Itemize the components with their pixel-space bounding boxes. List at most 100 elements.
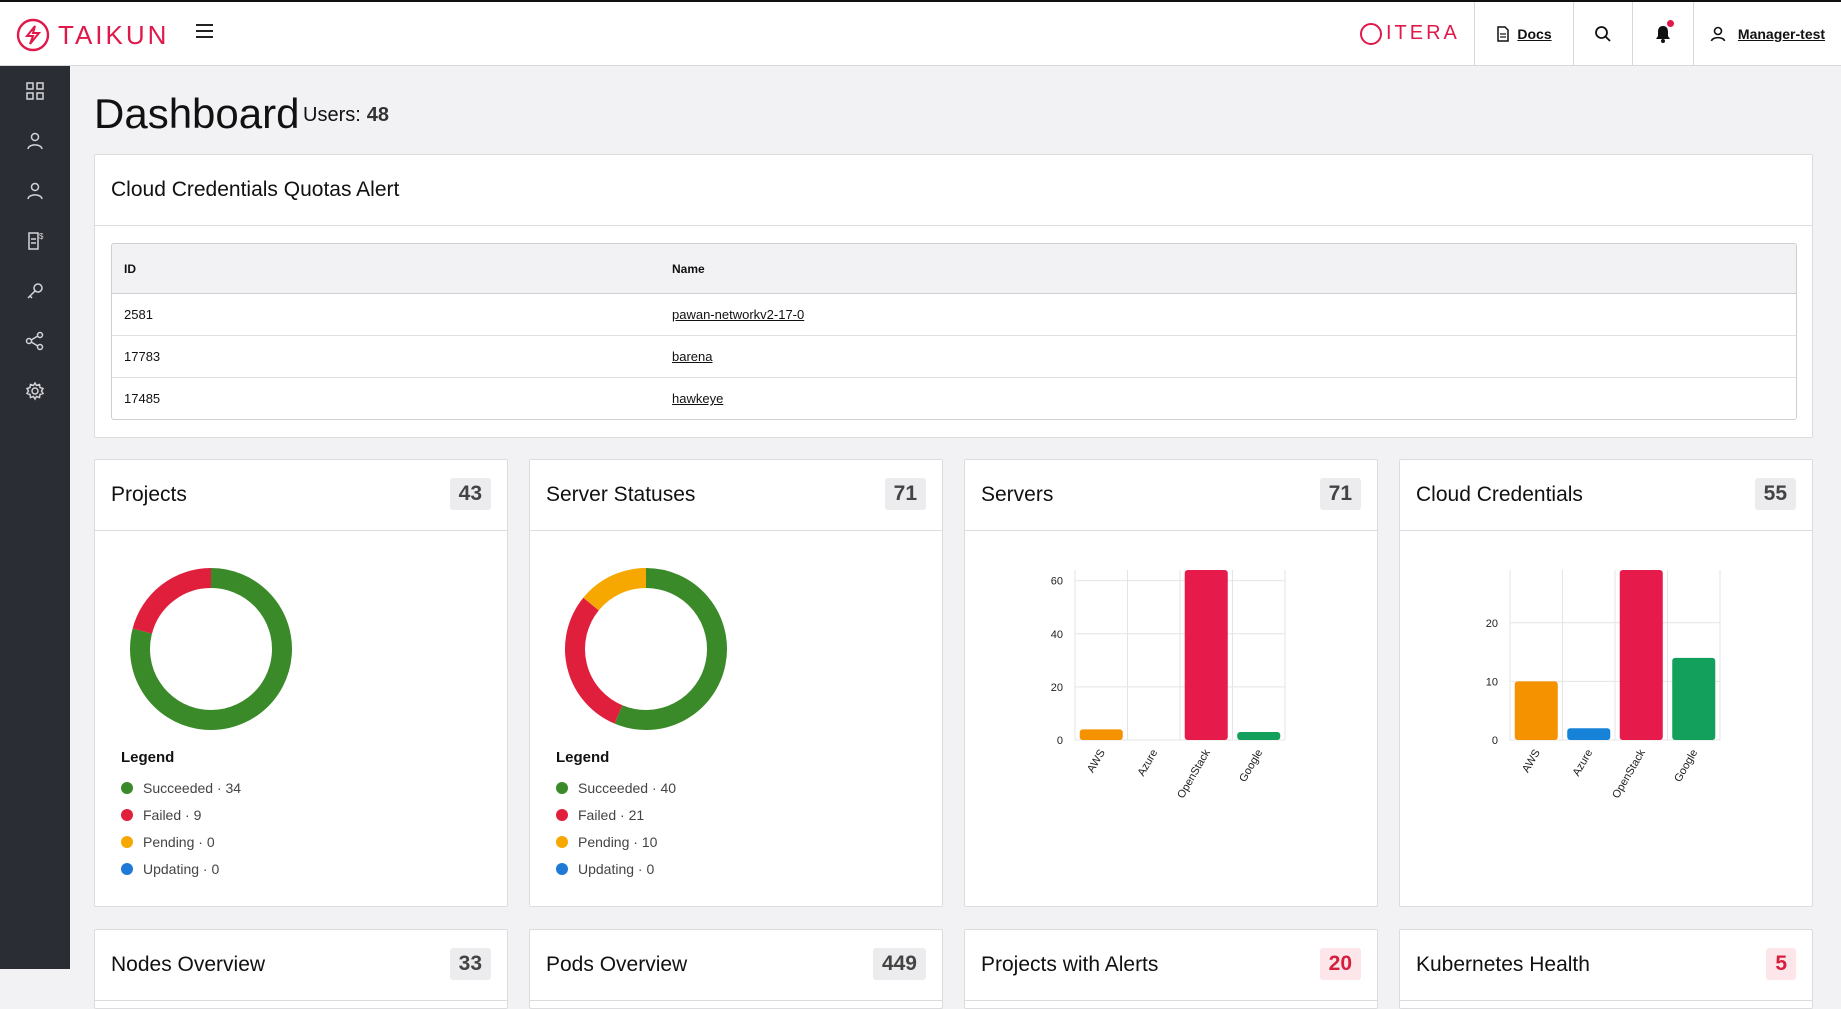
servers-bar-chart: 0 20 40 60 AWS Azure OpenStack Google (1051, 570, 1286, 801)
card-header: Cloud Credentials 55 (1400, 460, 1812, 531)
bar-azure[interactable] (1567, 728, 1611, 740)
sidebar-item-keys[interactable] (24, 280, 46, 302)
table-header-row: ID Name (112, 244, 1796, 294)
donut-slice-failed[interactable] (132, 568, 212, 634)
legend-item-pending[interactable]: Pending · 10 (556, 834, 657, 850)
donut-slice-failed[interactable] (565, 597, 623, 724)
cell-id: 2581 (112, 293, 660, 336)
bar-google[interactable] (1672, 657, 1716, 740)
column-header-id[interactable]: ID (112, 244, 660, 294)
donut-slice-succeeded[interactable] (130, 568, 292, 730)
legend-label: Failed · 21 (578, 807, 645, 823)
legend-dot (121, 809, 133, 821)
bar-openstack[interactable] (1619, 570, 1663, 740)
legend-item-pending[interactable]: Pending · 0 (121, 834, 215, 850)
bar-google[interactable] (1237, 732, 1281, 740)
legend-label: Failed · 9 (143, 807, 202, 823)
credential-link[interactable]: pawan-networkv2-17-0 (672, 307, 805, 322)
card-title: Nodes Overview (111, 953, 266, 976)
user-menu[interactable]: Manager-test (1693, 2, 1841, 66)
count-badge: 71 (884, 478, 926, 510)
sidebar-item-dashboard[interactable] (24, 80, 46, 102)
legend-item-updating[interactable]: Updating · 0 (121, 861, 219, 877)
x-tick-label: Azure (1136, 748, 1161, 779)
y-tick-label: 40 (1051, 629, 1063, 641)
y-tick-label: 20 (1051, 682, 1063, 694)
credential-link[interactable]: hawkeye (672, 391, 724, 406)
user-icon (27, 132, 43, 150)
bar-aws[interactable] (1514, 681, 1558, 740)
bell-icon (1656, 26, 1670, 43)
sidebar-item-billing[interactable]: $ (24, 230, 46, 252)
y-tick-label: 0 (1492, 735, 1498, 747)
search-button[interactable] (1573, 2, 1632, 66)
card-header: Cloud Credentials Quotas Alert (95, 155, 1812, 226)
card-title: Projects with Alerts (981, 953, 1159, 976)
svg-text:$: $ (39, 232, 44, 241)
card-title: Servers (981, 483, 1054, 506)
key-icon (27, 283, 43, 299)
itera-logo: ITERA (1360, 22, 1460, 45)
server-statuses-donut-chart (565, 568, 727, 730)
cell-id: 17485 (124, 391, 161, 406)
donut-slice-pending[interactable] (583, 568, 647, 611)
user-name[interactable]: Manager-test (1737, 26, 1826, 42)
servers-card: Servers 71 0 20 40 60 AWS Azure OpenStack Googl… (964, 459, 1378, 907)
legend-item-failed[interactable]: Failed · 9 (121, 807, 201, 823)
sidebar-item-settings[interactable] (24, 380, 46, 402)
sidebar-item-accounts[interactable] (24, 180, 46, 202)
legend-label: Updating · 0 (578, 861, 655, 877)
kubernetes-health-card: Kubernetes Health 5 (1399, 929, 1813, 1009)
y-tick-label: 10 (1486, 676, 1498, 688)
gear-icon (25, 381, 45, 401)
card-title: Pods Overview (546, 953, 688, 976)
taikun-logo[interactable]: TAIKUN (16, 18, 169, 52)
column-header-name[interactable]: Name (660, 244, 1796, 294)
count-badge: 449 (872, 948, 926, 980)
users-label: Users: (303, 104, 361, 126)
card-title: Projects (111, 483, 187, 506)
server-statuses-card: Server Statuses 71 Legend Succeeded · 40… (529, 459, 943, 907)
nodes-overview-card: Nodes Overview 33 (94, 929, 508, 1009)
legend-label: Succeeded · 40 (578, 780, 677, 796)
x-tick-label: Azure (1571, 748, 1596, 779)
x-tick-label: Google (1672, 748, 1700, 785)
user-icon (1710, 26, 1726, 42)
menu-toggle-icon[interactable] (196, 24, 213, 42)
alerts-table: ID Name 2581 pawan-networkv2-17-0 17783 … (112, 244, 1796, 419)
sidebar-item-share[interactable] (24, 330, 46, 352)
legend-title: Legend (556, 749, 610, 766)
docs-link[interactable]: Docs (1474, 2, 1573, 66)
count-badge: 43 (449, 478, 491, 510)
table-row: 17783 barena (112, 335, 1796, 378)
top-bar: TAIKUN ITERA Docs Manager-test (0, 0, 1841, 66)
notifications-button[interactable] (1632, 2, 1693, 66)
cell-name: hawkeye (660, 378, 1796, 420)
projects-with-alerts-card: Projects with Alerts 20 (964, 929, 1378, 1009)
legend-item-succeeded[interactable]: Succeeded · 34 (121, 780, 241, 796)
legend-label: Succeeded · 34 (143, 780, 242, 796)
x-tick-label: AWS (1520, 748, 1543, 775)
grid-icon (26, 82, 44, 100)
users-summary: Users: 48 (303, 104, 389, 127)
cloud-credentials-bar-chart: 0 10 20 AWS Azure OpenStack Google (1486, 570, 1721, 801)
docs-label[interactable]: Docs (1517, 26, 1552, 42)
legend-item-updating[interactable]: Updating · 0 (556, 861, 654, 877)
y-tick-label: 20 (1486, 618, 1498, 630)
sidebar-item-users[interactable] (24, 130, 46, 152)
credential-link[interactable]: barena (672, 349, 713, 364)
pods-overview-card: Pods Overview 449 (529, 929, 943, 1009)
notification-badge-dot (1667, 20, 1674, 27)
card-title: Cloud Credentials Quotas Alert (111, 178, 400, 201)
legend-item-failed[interactable]: Failed · 21 (556, 807, 644, 823)
legend-item-succeeded[interactable]: Succeeded · 40 (556, 780, 676, 796)
table-row: 2581 pawan-networkv2-17-0 (112, 293, 1796, 336)
cloud-credentials-quotas-alert-card: Cloud Credentials Quotas Alert ID Name 2… (94, 154, 1813, 438)
legend-title: Legend (121, 749, 175, 766)
legend-dot (556, 809, 568, 821)
legend-dot (556, 836, 568, 848)
bar-aws[interactable] (1079, 729, 1123, 740)
bar-openstack[interactable] (1184, 570, 1228, 740)
brand-name: TAIKUN (58, 19, 170, 50)
donut-slice-succeeded[interactable] (614, 568, 727, 730)
